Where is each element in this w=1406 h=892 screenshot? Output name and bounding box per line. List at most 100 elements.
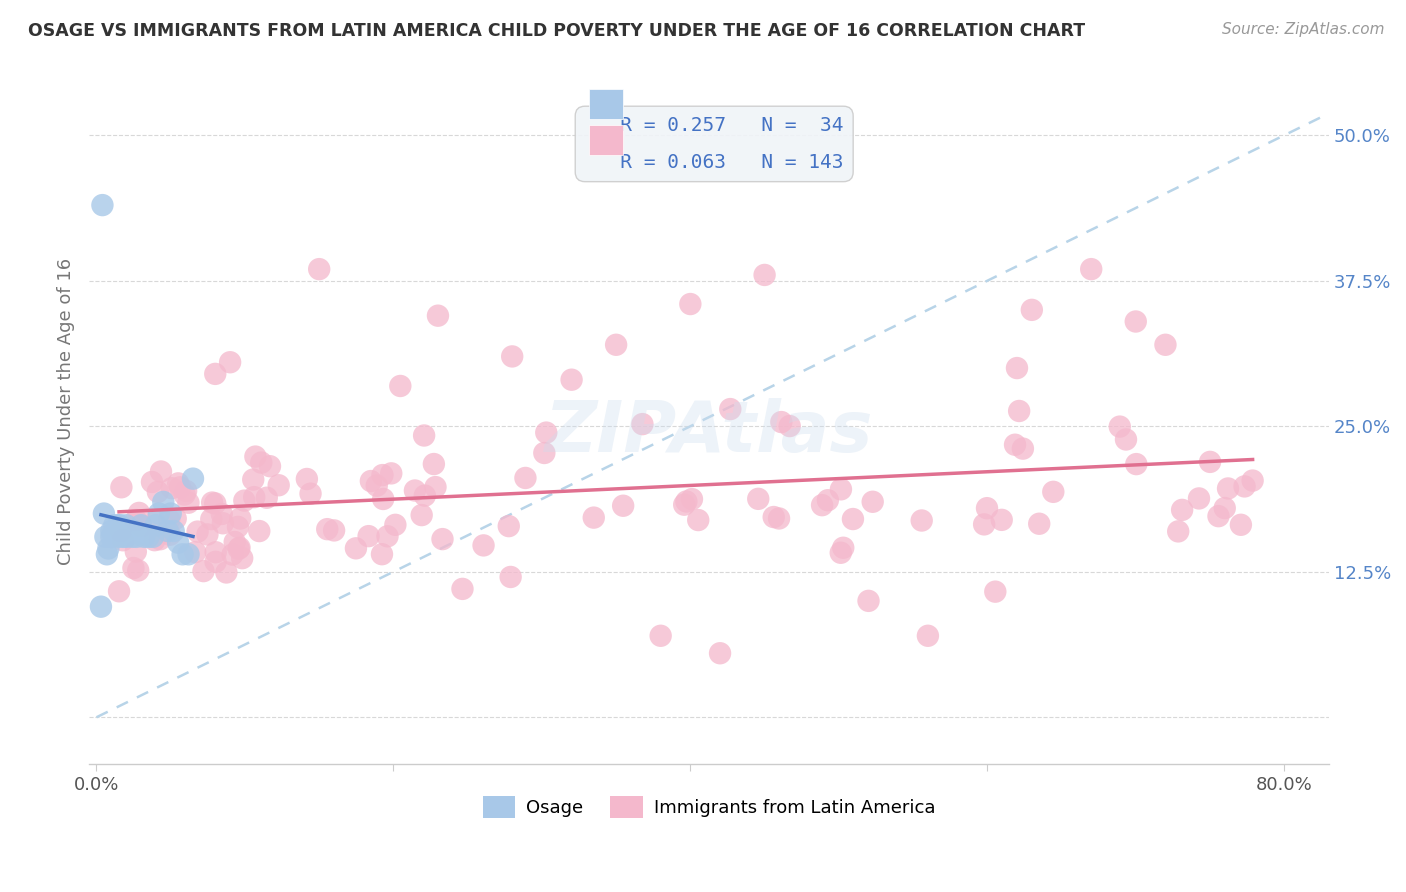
Point bbox=[917, 629, 939, 643]
Point bbox=[858, 594, 880, 608]
Point bbox=[605, 338, 627, 352]
Point bbox=[111, 533, 134, 548]
Point bbox=[515, 471, 537, 485]
Point bbox=[1241, 474, 1264, 488]
Point bbox=[160, 481, 183, 495]
Point bbox=[536, 425, 558, 440]
Point bbox=[423, 457, 446, 471]
Point bbox=[107, 530, 129, 544]
Point bbox=[204, 545, 226, 559]
Point bbox=[110, 524, 132, 538]
Point bbox=[990, 513, 1012, 527]
Point bbox=[1230, 517, 1253, 532]
Point bbox=[582, 510, 605, 524]
Point bbox=[718, 402, 741, 417]
Point bbox=[173, 487, 195, 501]
Point bbox=[973, 517, 995, 532]
Point bbox=[1125, 457, 1147, 471]
Point bbox=[357, 529, 380, 543]
Point bbox=[709, 646, 731, 660]
Point bbox=[413, 428, 436, 442]
Point bbox=[830, 483, 852, 497]
Point bbox=[201, 495, 224, 509]
Point bbox=[128, 506, 150, 520]
Point bbox=[152, 495, 174, 509]
Point bbox=[228, 541, 250, 556]
Point bbox=[138, 530, 160, 544]
Point bbox=[150, 465, 173, 479]
Point bbox=[754, 268, 776, 282]
Point bbox=[675, 494, 697, 508]
Point bbox=[377, 529, 399, 543]
Point bbox=[762, 510, 785, 524]
Point bbox=[193, 564, 215, 578]
Point bbox=[243, 490, 266, 504]
Point bbox=[811, 498, 834, 512]
Point bbox=[177, 496, 200, 510]
Point bbox=[245, 450, 267, 464]
Text: ZIPAtlas: ZIPAtlas bbox=[544, 399, 873, 467]
Point bbox=[141, 475, 163, 489]
Point bbox=[1167, 524, 1189, 539]
Point bbox=[247, 524, 270, 538]
Point bbox=[389, 379, 412, 393]
Point bbox=[673, 498, 696, 512]
Point bbox=[221, 548, 243, 562]
Point bbox=[1125, 314, 1147, 328]
Point bbox=[679, 297, 702, 311]
Point bbox=[612, 499, 634, 513]
Point bbox=[747, 491, 769, 506]
Point bbox=[1216, 482, 1239, 496]
Point bbox=[228, 541, 250, 555]
Point bbox=[204, 496, 226, 510]
Point bbox=[976, 501, 998, 516]
Point bbox=[103, 518, 125, 533]
Point bbox=[156, 524, 179, 538]
Point bbox=[259, 459, 281, 474]
Point bbox=[1188, 491, 1211, 506]
Point bbox=[149, 533, 172, 547]
Point bbox=[90, 599, 112, 614]
Point bbox=[299, 486, 322, 500]
Point bbox=[110, 480, 132, 494]
Point bbox=[1208, 509, 1230, 524]
Point bbox=[688, 513, 710, 527]
Point bbox=[366, 478, 388, 492]
Point bbox=[94, 530, 117, 544]
Point bbox=[231, 551, 253, 566]
Point bbox=[1042, 484, 1064, 499]
Point bbox=[451, 582, 474, 596]
Point bbox=[224, 535, 246, 549]
Point bbox=[425, 480, 447, 494]
Point bbox=[145, 518, 167, 533]
Point bbox=[97, 541, 120, 556]
Point bbox=[768, 511, 790, 525]
Point bbox=[187, 524, 209, 539]
Point bbox=[842, 512, 865, 526]
Point bbox=[143, 516, 166, 530]
Point bbox=[242, 473, 264, 487]
Point bbox=[122, 561, 145, 575]
Point bbox=[211, 507, 233, 521]
Point bbox=[226, 520, 249, 534]
Point bbox=[411, 508, 433, 522]
Point bbox=[165, 511, 187, 525]
Point bbox=[115, 518, 138, 533]
Point bbox=[177, 547, 200, 561]
Point bbox=[316, 522, 339, 536]
Point bbox=[1213, 501, 1236, 516]
Point bbox=[107, 518, 129, 533]
Point bbox=[384, 517, 406, 532]
Point bbox=[862, 495, 884, 509]
Point bbox=[561, 373, 583, 387]
Point bbox=[830, 546, 852, 560]
Text: OSAGE VS IMMIGRANTS FROM LATIN AMERICA CHILD POVERTY UNDER THE AGE OF 16 CORRELA: OSAGE VS IMMIGRANTS FROM LATIN AMERICA C… bbox=[28, 22, 1085, 40]
Point bbox=[148, 507, 170, 521]
FancyBboxPatch shape bbox=[589, 125, 623, 155]
Point bbox=[499, 570, 522, 584]
Point bbox=[204, 367, 226, 381]
Point bbox=[256, 491, 278, 505]
Point bbox=[197, 527, 219, 541]
Point bbox=[984, 584, 1007, 599]
Point bbox=[1004, 438, 1026, 452]
